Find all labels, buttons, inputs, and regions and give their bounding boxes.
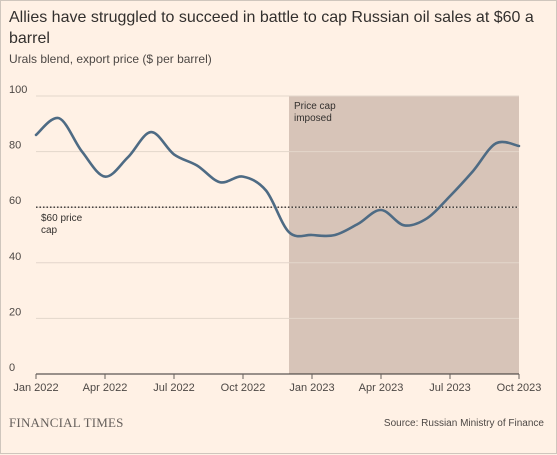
x-tick-label-4: Jan 2023: [289, 382, 334, 394]
x-tick-label-7: Oct 2023: [497, 382, 542, 394]
y-tick-label-80: 80: [9, 140, 21, 152]
y-tick-label-60: 60: [9, 195, 21, 207]
y-tick-label-20: 20: [9, 306, 21, 318]
y-tick-label-100: 100: [9, 84, 27, 96]
x-tick-label-5: Apr 2023: [359, 382, 404, 394]
x-tick-label-2: Jul 2022: [153, 382, 195, 394]
x-tick-label-3: Oct 2022: [221, 382, 266, 394]
publisher-logo: FINANCIAL TIMES: [9, 415, 124, 431]
source-note: Source: Russian Ministry of Finance: [384, 418, 544, 429]
y-tick-label-0: 0: [9, 362, 15, 374]
x-tick-label-6: Jul 2023: [429, 382, 471, 394]
x-tick-label-0: Jan 2022: [13, 382, 58, 394]
y-tick-label-40: 40: [9, 251, 21, 263]
x-tick-label-1: Apr 2022: [83, 382, 128, 394]
